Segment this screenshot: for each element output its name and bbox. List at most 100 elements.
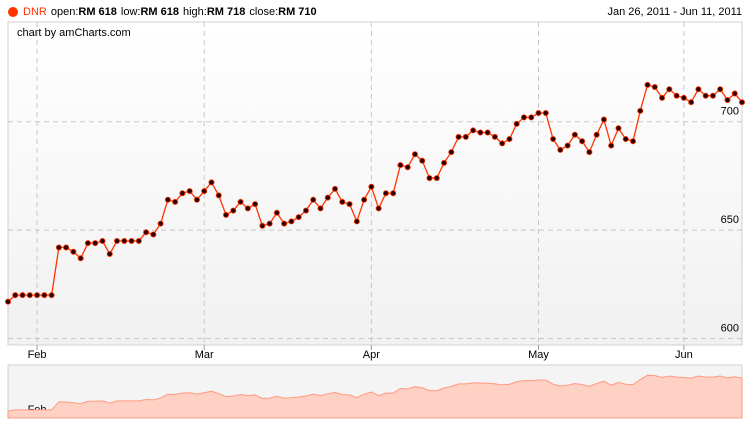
x-tick-label: Apr [363, 349, 380, 361]
data-point [397, 162, 404, 169]
data-point [143, 229, 150, 236]
data-point [157, 220, 164, 227]
data-point [288, 218, 295, 225]
legend-label: high: [183, 6, 207, 18]
data-point [717, 86, 724, 93]
data-point [579, 138, 586, 145]
data-point [622, 136, 629, 143]
data-point [164, 196, 171, 203]
legend-value: RM 710 [278, 6, 317, 18]
data-point [12, 292, 19, 299]
data-point [310, 196, 317, 203]
data-point [702, 92, 709, 99]
data-point [731, 90, 738, 97]
data-point [615, 125, 622, 132]
data-point [600, 116, 607, 123]
data-point [179, 190, 186, 197]
data-point [121, 237, 128, 244]
data-point [215, 192, 222, 199]
legend-label: open: [51, 6, 79, 18]
data-point [339, 198, 346, 205]
data-point [208, 179, 215, 186]
legend-value: RM 618 [78, 6, 117, 18]
data-point [26, 292, 33, 299]
data-point [739, 99, 746, 106]
data-point [237, 198, 244, 205]
data-point [557, 146, 564, 153]
data-point [542, 110, 549, 117]
data-point [77, 255, 84, 262]
data-point [266, 220, 273, 227]
data-point [273, 209, 280, 216]
credit-box [11, 24, 137, 42]
data-point [150, 231, 157, 238]
data-point [513, 120, 520, 127]
data-point [688, 99, 695, 106]
data-point [484, 129, 491, 136]
data-point [520, 114, 527, 121]
data-point [41, 292, 48, 299]
data-point [281, 220, 288, 227]
y-tick-label: 700 [721, 106, 739, 118]
data-point [550, 136, 557, 143]
data-point [593, 131, 600, 138]
data-point [506, 136, 513, 143]
navigator-area [7, 374, 743, 419]
data-point [92, 240, 99, 247]
data-point [48, 292, 55, 299]
data-point [404, 164, 411, 171]
legend-value: RM 718 [207, 6, 246, 18]
data-point [680, 94, 687, 101]
data-point [462, 133, 469, 140]
data-point [201, 188, 208, 195]
data-point [491, 133, 498, 140]
x-tick-label: May [528, 349, 549, 361]
data-point [659, 94, 666, 101]
plot-area [7, 21, 743, 346]
data-point [302, 207, 309, 214]
data-point [223, 211, 230, 218]
data-point [629, 138, 636, 145]
data-point [390, 190, 397, 197]
data-point [252, 201, 259, 208]
data-point [230, 207, 237, 214]
data-point [499, 140, 506, 147]
data-point [528, 114, 535, 121]
data-point [535, 110, 542, 117]
data-point [244, 205, 251, 212]
data-point [128, 237, 135, 244]
data-point [448, 149, 455, 156]
credit: chart by amCharts.com [17, 27, 131, 39]
data-point [477, 129, 484, 136]
data-point [433, 175, 440, 182]
data-point [586, 149, 593, 156]
data-point [353, 218, 360, 225]
data-point [84, 240, 91, 247]
data-point [332, 185, 339, 192]
data-point [259, 222, 266, 229]
legend-marker [8, 7, 18, 17]
data-point [441, 159, 448, 166]
data-point [106, 250, 113, 257]
data-point [470, 127, 477, 134]
x-tick-label: Mar [195, 349, 214, 361]
data-point [99, 237, 106, 244]
data-point [673, 92, 680, 99]
data-point [55, 244, 62, 251]
data-point [135, 237, 142, 244]
legend-name: DNR [23, 6, 47, 18]
x-tick-label: Jun [675, 349, 693, 361]
x-tick-label: Feb [28, 349, 47, 361]
data-point [666, 86, 673, 93]
y-tick-label: 650 [721, 214, 739, 226]
data-point [419, 157, 426, 164]
data-point [455, 133, 462, 140]
data-point [19, 292, 26, 299]
data-point [651, 84, 658, 91]
data-point [426, 175, 433, 182]
data-point [382, 190, 389, 197]
y-tick-label: 600 [721, 322, 739, 334]
data-point [361, 196, 368, 203]
data-point [695, 86, 702, 93]
